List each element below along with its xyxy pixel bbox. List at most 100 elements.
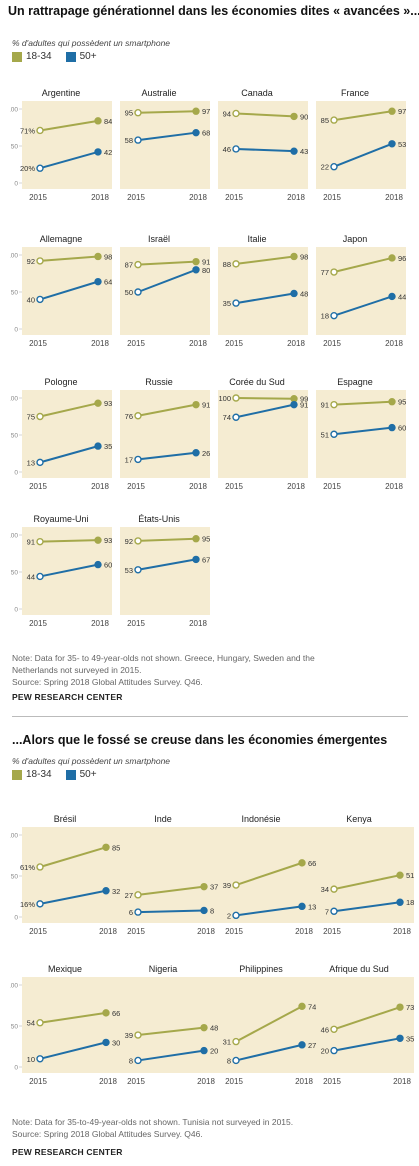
panel-chart: 100 50 0 61% 85 16% 32 2015 2018: [10, 827, 120, 936]
x-tick-label: 2015: [323, 1077, 341, 1086]
x-tick-label: 2015: [225, 193, 243, 202]
panel-title: Italie: [247, 234, 267, 244]
point-old-2015: [330, 1046, 338, 1055]
data-label-young-2018: 91: [202, 258, 210, 267]
panel-title: Mexique: [47, 964, 83, 974]
series-line-old: [137, 1049, 205, 1062]
point-old-2015: [330, 311, 338, 320]
panel-title: Espagne: [337, 377, 373, 387]
legend-swatch-old: [65, 769, 76, 780]
data-label-old-2018: 43: [300, 147, 308, 156]
x-tick-label: 2018: [385, 193, 403, 202]
data-label-old-2018: 30: [112, 1038, 120, 1047]
data-label-old-2018: 8: [210, 906, 214, 915]
data-label-old-2018: 53: [398, 140, 406, 149]
point-old-2015: [36, 164, 44, 172]
y-tick-label: 100: [10, 107, 18, 114]
series-line-old: [137, 131, 197, 142]
point-old-2018: [290, 147, 298, 155]
panel-mexique: Mexique 100 50 0 54 66 10 30 2015 2018: [10, 964, 120, 1086]
y-tick-label: 100: [10, 983, 18, 990]
section2-title: ...Alors que le fossé se creuse dans les…: [12, 733, 388, 747]
series-line-young: [137, 885, 205, 896]
series-line-young: [333, 256, 393, 273]
panel-background: [22, 827, 120, 923]
point-young-2015: [232, 260, 240, 268]
panel-etats-unis: États-Unis 92 95 53 67 2015 2018: [108, 514, 210, 628]
x-tick-label: 2018: [295, 1077, 313, 1086]
panel-chart: 100 50 0 92 98 40 64 2015 2018: [10, 247, 112, 348]
data-label-young-2018: 48: [210, 1024, 218, 1033]
panel-background: [316, 977, 414, 1073]
data-label-young-2018: 93: [104, 399, 112, 408]
series-line-old: [333, 142, 393, 168]
data-label-old-2015: 50: [125, 288, 133, 297]
source-line: Source: Spring 2018 Global Attitudes Sur…: [12, 1129, 203, 1139]
x-tick-label: 2018: [91, 339, 109, 348]
point-young-2018: [290, 112, 298, 121]
data-label-young-2018: 90: [300, 112, 308, 121]
point-old-2018: [388, 140, 396, 148]
panel-title: Pologne: [44, 377, 78, 387]
panel-chart: 91 95 51 60 2015 2018: [316, 390, 406, 491]
point-old-2015: [134, 288, 142, 296]
panel-israel: Israël 87 91 50 80 2015 2018: [108, 234, 210, 348]
point-old-2015: [232, 299, 240, 307]
data-label-young-2015: 46: [321, 1025, 329, 1034]
panel-argentine: Argentine 100 50 0 71% 84 20% 42 2015 2018: [10, 88, 112, 202]
data-label-young-2015: 39: [125, 1031, 133, 1040]
panel-kenya: Kenya 34 51 7 18 2015 2018: [304, 814, 414, 936]
data-label-old-2015: 22: [321, 163, 329, 172]
panel-indonesie: Indonésie 39 66 2 13 2015 2018: [206, 814, 316, 936]
panel-chart: 31 74 8 27 2015 2018: [218, 977, 316, 1086]
series-line-old: [39, 150, 99, 170]
point-old-2018: [298, 902, 306, 911]
data-label-old-2015: 2: [227, 911, 231, 920]
series-line-old: [39, 280, 99, 301]
series-line-old: [235, 1043, 303, 1062]
data-label-old-2018: 20: [210, 1047, 218, 1056]
legend-item-old: 50+: [65, 769, 97, 780]
point-old-2018: [102, 1038, 110, 1047]
y-tick-label: 100: [10, 253, 18, 260]
data-label-young-2015: 87: [125, 261, 133, 270]
point-young-2015: [330, 885, 338, 893]
panel-philippines: Philippines 31 74 8 27 2015 2018: [206, 964, 316, 1086]
data-label-old-2018: 60: [398, 424, 406, 433]
panel-espagne: Espagne 91 95 51 60 2015 2018: [304, 377, 406, 491]
series-line-young: [333, 400, 393, 406]
data-label-old-2015: 20%: [20, 164, 35, 173]
panel-nigeria: Nigeria 39 48 8 20 2015 2018: [108, 964, 218, 1086]
y-tick-label: 50: [11, 433, 19, 440]
data-label-old-2015: 74: [223, 413, 231, 422]
series-line-old: [333, 426, 393, 436]
point-old-2018: [192, 128, 200, 137]
section-divider: [12, 716, 408, 717]
panel-chart: 39 66 2 13 2015 2018: [218, 827, 316, 936]
y-tick-label: 50: [11, 144, 19, 151]
series-line-young: [39, 119, 99, 132]
series-line-young: [333, 1006, 401, 1031]
data-label-old-2015: 35: [223, 299, 231, 308]
panel-japon: Japon 77 96 18 44 2015 2018: [304, 234, 406, 348]
x-tick-label: 2015: [29, 927, 47, 936]
data-label-old-2015: 20: [321, 1047, 329, 1056]
panel-title: Philippines: [239, 964, 283, 974]
data-label-young-2018: 98: [104, 252, 112, 261]
point-young-2015: [134, 891, 142, 899]
panel-background: [120, 827, 218, 923]
note-line: Note: Data for 35-to-49-year-olds not sh…: [12, 1117, 294, 1127]
data-label-old-2018: 68: [202, 129, 210, 138]
data-label-young-2018: 84: [104, 117, 112, 126]
data-label-young-2018: 74: [308, 1002, 316, 1011]
point-young-2015: [330, 116, 338, 124]
y-tick-label: 50: [11, 570, 19, 577]
section2-legend: 18-34 50+: [12, 769, 111, 780]
data-label-old-2018: 13: [308, 902, 316, 911]
x-tick-label: 2018: [393, 1077, 411, 1086]
data-label-young-2018: 73: [406, 1003, 414, 1012]
source-line: Source: Spring 2018 Global Attitudes Sur…: [12, 677, 203, 687]
data-label-old-2015: 10: [27, 1055, 35, 1064]
panel-chart: 95 97 58 68 2015 2018: [120, 101, 210, 202]
panel-chart: 100 99 74 91 2015 2018: [218, 390, 308, 491]
